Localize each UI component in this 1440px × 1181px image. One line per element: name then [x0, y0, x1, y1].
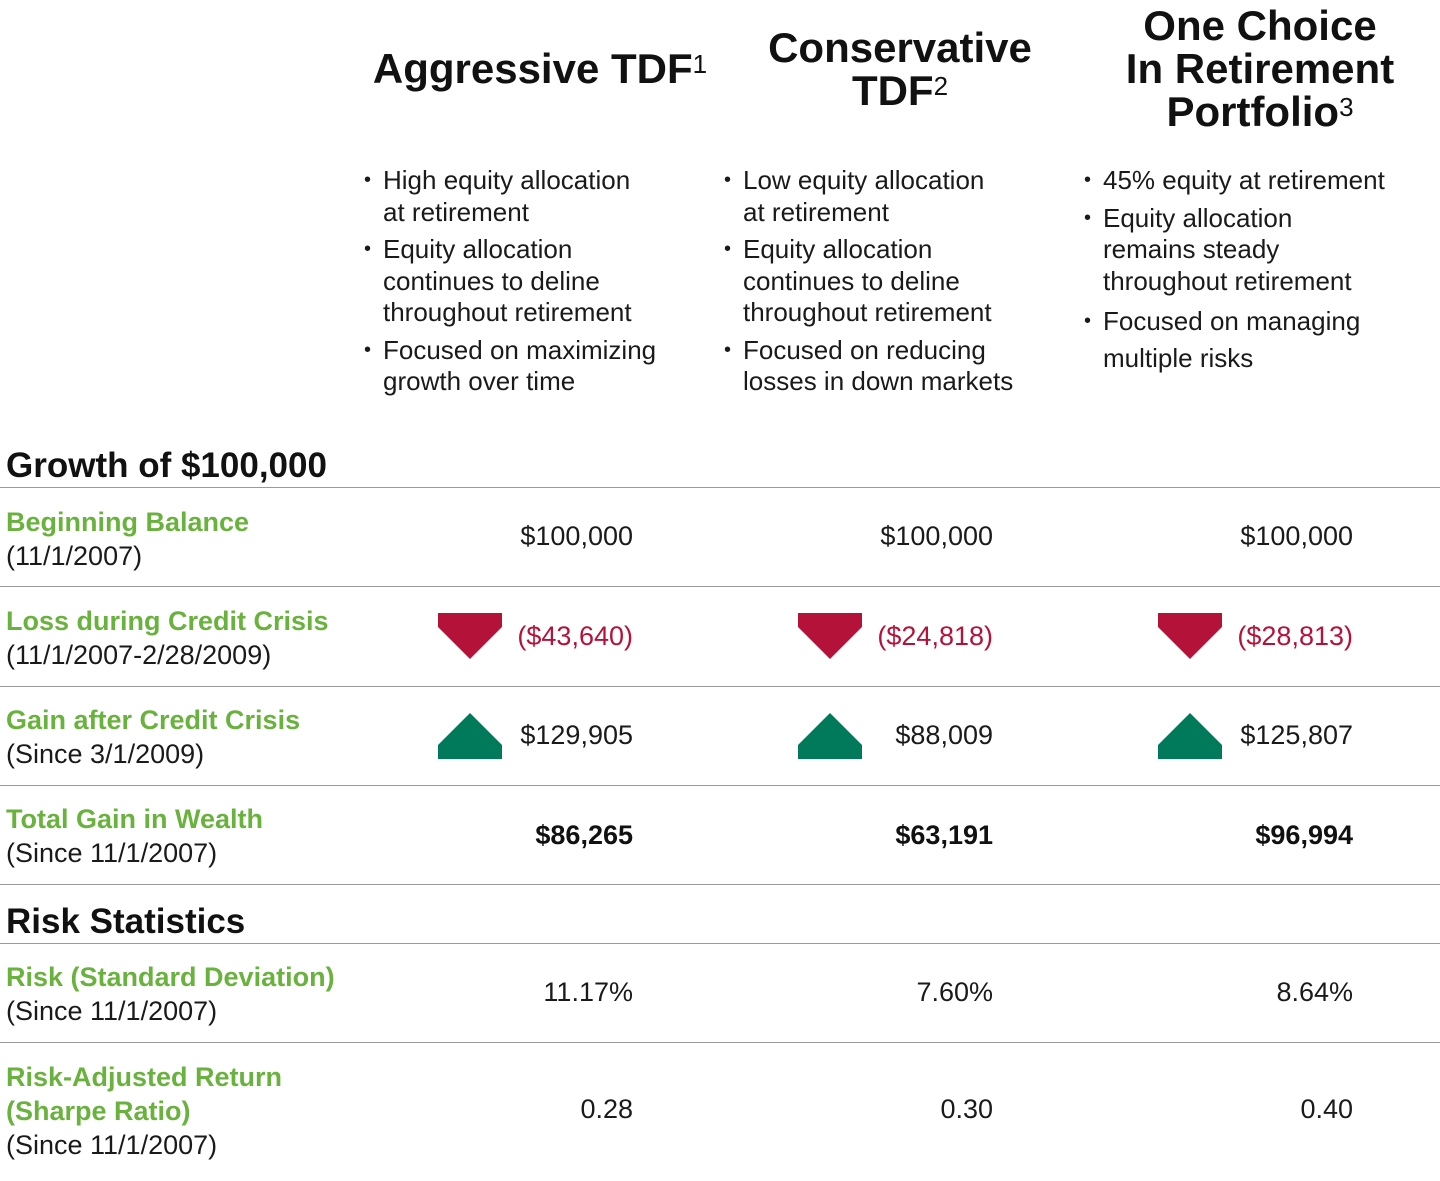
value-cell: ($43,640) — [517, 621, 633, 651]
value-cell: $100,000 — [520, 521, 633, 551]
up-arrow-icon — [1158, 713, 1222, 759]
value-cell: $96,994 — [1255, 820, 1353, 850]
row-label-total-gain: Total Gain in Wealth (Since 11/1/2007) — [6, 804, 264, 868]
row-label-beginning-balance: Beginning Balance (11/1/2007) — [6, 507, 250, 571]
footnote-marker: 3 — [1339, 92, 1354, 122]
value-cell: $86,265 — [535, 820, 633, 850]
divider — [0, 785, 1440, 786]
column-title: One Choice — [1143, 2, 1377, 49]
bullet-item: 45% equity at retirement — [1084, 165, 1434, 197]
column-title: TDF — [851, 67, 934, 114]
column-title: Portfolio — [1166, 88, 1340, 135]
up-arrow-icon — [438, 713, 502, 759]
column-header-one-choice: One Choice In Retirement Portfolio3 — [1085, 4, 1435, 133]
up-arrow-icon — [798, 713, 862, 759]
divider — [0, 686, 1440, 687]
down-arrow-icon — [798, 613, 862, 659]
column-header-conservative: Conservative TDF2 — [725, 26, 1075, 112]
row-label-loss-credit-crisis: Loss during Credit Crisis (11/1/2007-2/2… — [6, 606, 329, 670]
section-title-risk: Risk Statistics — [6, 902, 246, 941]
column-header-aggressive: Aggressive TDF1 — [365, 47, 715, 90]
value-cell: 0.40 — [1300, 1094, 1353, 1124]
row-label-standard-deviation: Risk (Standard Deviation) (Since 11/1/20… — [6, 962, 335, 1026]
value-cell: 0.30 — [940, 1094, 993, 1124]
column-title: Conservative — [768, 24, 1032, 71]
value-cell: 0.28 — [580, 1094, 633, 1124]
value-cell: $100,000 — [880, 521, 993, 551]
section-title-growth: Growth of $100,000 — [6, 446, 327, 485]
footnote-marker: 1 — [692, 49, 708, 79]
footnote-marker: 2 — [933, 71, 949, 101]
column-title: In Retirement — [1125, 45, 1395, 92]
divider — [0, 1042, 1440, 1043]
value-cell: 11.17% — [543, 977, 633, 1007]
divider — [0, 943, 1440, 944]
bullets-one-choice: 45% equity at retirement Equity allocati… — [1084, 165, 1434, 383]
value-cell: $100,000 — [1240, 521, 1353, 551]
row-label-sharpe-ratio: Risk-Adjusted Return (Sharpe Ratio) (Sin… — [6, 1062, 283, 1160]
column-title: Aggressive TDF — [372, 45, 693, 92]
value-cell: 7.60% — [916, 977, 993, 1007]
value-cell: ($28,813) — [1237, 621, 1353, 651]
down-arrow-icon — [1158, 613, 1222, 659]
value-cell: $63,191 — [895, 820, 993, 850]
row-label-gain-after-crisis: Gain after Credit Crisis (Since 3/1/2009… — [6, 705, 301, 769]
value-cell: ($24,818) — [877, 621, 993, 651]
divider — [0, 487, 1440, 488]
value-cell: $125,807 — [1240, 720, 1353, 750]
divider — [0, 586, 1440, 587]
down-arrow-icon — [438, 613, 502, 659]
value-cell: $129,905 — [520, 720, 633, 750]
value-cell: $88,009 — [895, 720, 993, 750]
value-cell: 8.64% — [1276, 977, 1353, 1007]
divider — [0, 884, 1440, 885]
